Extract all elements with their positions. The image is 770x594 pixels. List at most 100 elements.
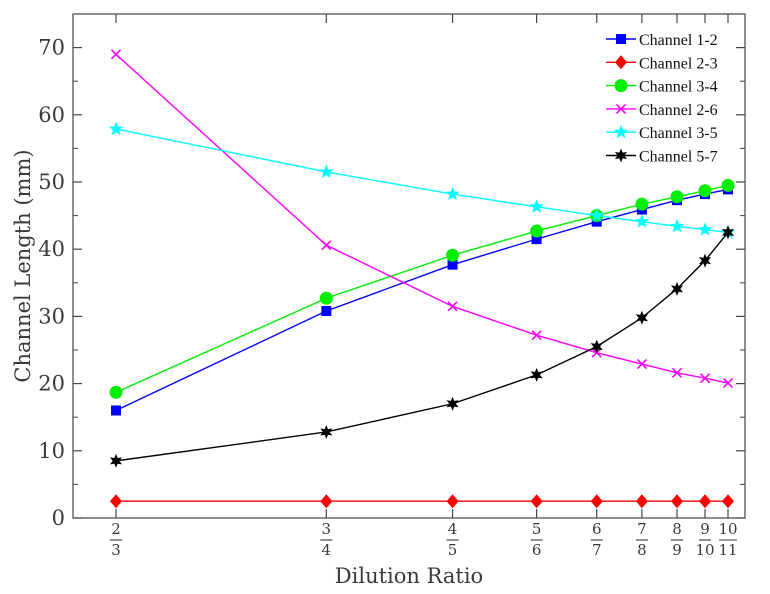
legend-label: Channel 2-3 <box>639 55 718 72</box>
data-point <box>698 184 712 198</box>
data-point <box>590 339 603 354</box>
legend-item: Channel 3-4 <box>606 79 718 96</box>
x-tick-label: 89 <box>671 520 683 559</box>
data-point <box>589 208 604 222</box>
series-channel-5-7 <box>109 225 735 468</box>
legend-item: Channel 3-5 <box>606 124 718 142</box>
legend-marker <box>615 55 627 70</box>
y-tick-label: 70 <box>38 36 65 60</box>
x-tick-numerator: 9 <box>700 520 710 538</box>
legend-marker <box>614 148 628 163</box>
y-tick-label: 60 <box>38 103 65 127</box>
data-point <box>320 494 333 509</box>
x-tick-denominator: 4 <box>322 541 332 559</box>
data-point <box>670 190 684 204</box>
x-tick-denominator: 9 <box>672 541 682 559</box>
data-point <box>320 424 333 439</box>
x-tick-numerator: 3 <box>322 520 332 538</box>
x-tick-denominator: 7 <box>592 541 602 559</box>
data-point <box>635 197 649 211</box>
data-point <box>669 218 685 233</box>
data-point <box>111 405 121 416</box>
x-tick-label: 910 <box>695 520 714 559</box>
data-point <box>721 178 735 192</box>
x-tick-label: 23 <box>110 520 122 559</box>
data-point <box>319 164 334 178</box>
legend-label: Channel 1-2 <box>639 32 718 49</box>
x-tick-label: 34 <box>320 520 333 559</box>
data-point <box>699 494 712 509</box>
data-point <box>446 396 459 411</box>
legend-marker <box>613 124 629 139</box>
data-point <box>531 234 542 245</box>
series-layer <box>108 49 736 509</box>
data-point <box>110 494 122 509</box>
data-point <box>321 306 332 317</box>
legend-marker <box>614 79 628 93</box>
y-tick-label: 50 <box>38 170 65 194</box>
legend-marker <box>616 34 626 44</box>
legend-label: Channel 5-7 <box>639 149 718 166</box>
y-tick-label: 30 <box>38 304 65 328</box>
data-point <box>529 199 544 213</box>
data-point <box>530 494 543 509</box>
x-tick-denominator: 11 <box>718 541 737 559</box>
data-point <box>109 385 123 399</box>
data-point <box>110 49 122 60</box>
data-point <box>530 224 544 238</box>
data-point <box>722 494 734 509</box>
data-point <box>319 291 333 305</box>
data-point <box>698 253 712 268</box>
x-tick-numerator: 6 <box>592 520 602 538</box>
x-tick-label: 78 <box>635 520 648 559</box>
x-tick-denominator: 8 <box>637 541 647 559</box>
y-tick-label: 0 <box>52 506 65 530</box>
x-tick-label: 56 <box>530 520 543 559</box>
data-point <box>636 359 647 370</box>
x-tick-numerator: 4 <box>448 520 458 538</box>
x-tick-label: 45 <box>446 520 459 559</box>
data-point <box>635 494 648 509</box>
legend-label: Channel 2-6 <box>639 102 718 119</box>
data-point <box>446 494 459 509</box>
data-point <box>635 310 648 325</box>
legend-item: Channel 2-3 <box>606 55 718 72</box>
data-point <box>446 248 460 262</box>
data-point <box>590 494 603 509</box>
data-point <box>722 377 734 388</box>
data-point <box>670 281 684 296</box>
x-tick-numerator: 5 <box>532 520 542 538</box>
x-tick-numerator: 7 <box>637 520 647 538</box>
data-point <box>531 330 542 341</box>
legend-item: Channel 5-7 <box>606 148 718 166</box>
data-point <box>699 373 711 384</box>
y-tick-label: 40 <box>38 237 65 261</box>
legend-label: Channel 3-5 <box>639 125 718 142</box>
x-tick-denominator: 10 <box>695 541 714 559</box>
data-point <box>447 301 458 312</box>
x-tick-label: 67 <box>590 520 603 559</box>
data-point <box>447 259 458 270</box>
y-axis-label: Channel Length (mm) <box>11 149 35 382</box>
legend-marker <box>615 103 627 114</box>
data-point <box>697 222 713 236</box>
data-point <box>671 367 683 378</box>
data-point <box>721 225 735 240</box>
y-axis: 0 10 20 30 40 50 60 70 <box>38 36 745 530</box>
x-tick-denominator: 5 <box>448 541 458 559</box>
legend-item: Channel 1-2 <box>606 32 718 49</box>
y-tick-label: 10 <box>38 439 65 463</box>
data-point <box>109 453 123 468</box>
series-channel-2-3 <box>110 494 734 509</box>
data-point <box>108 121 124 135</box>
x-tick-numerator: 2 <box>111 520 121 538</box>
data-point <box>671 494 683 509</box>
y-tick-label: 20 <box>38 372 65 396</box>
x-tick-numerator: 10 <box>718 520 737 538</box>
data-point <box>634 214 650 228</box>
x-tick-denominator: 3 <box>111 541 121 559</box>
data-point <box>445 186 460 201</box>
